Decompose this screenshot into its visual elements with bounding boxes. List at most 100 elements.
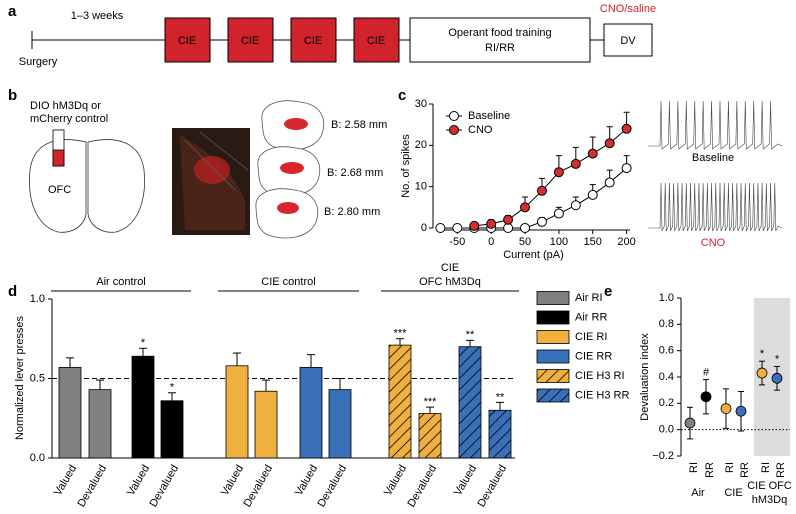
group-title: Air — [691, 487, 705, 499]
x-tick-label: Devalued — [241, 463, 275, 509]
legend-swatch — [536, 388, 570, 403]
legend-swatch — [536, 310, 570, 325]
point — [486, 218, 497, 229]
y-tick-label: 1.0 — [659, 292, 674, 304]
y-tick-label: 0.6 — [659, 345, 674, 357]
cie-box — [290, 17, 337, 63]
hemisphere — [29, 139, 87, 233]
x-tick-label: Devalued — [475, 463, 509, 509]
x-tick-label: Valued — [125, 463, 152, 498]
significance: * — [760, 348, 765, 360]
section-label: B: 2.58 mm — [331, 119, 387, 131]
training-box — [409, 17, 591, 63]
spike-trace — [648, 182, 783, 232]
legend-label: Air RI — [575, 292, 603, 304]
significance: *** — [394, 328, 408, 340]
y-tick-label: 30 — [415, 98, 427, 110]
significance: ** — [496, 391, 505, 403]
group-title: CIE control — [261, 276, 315, 288]
bar — [488, 409, 512, 459]
significance: * — [775, 353, 780, 365]
x-tick-label: 200 — [617, 236, 635, 248]
y-tick-label: 0.2 — [659, 397, 674, 409]
x-tick-label: 0 — [488, 236, 494, 248]
x-tick-label: RR — [739, 462, 751, 478]
x-tick-label: RI — [724, 462, 736, 473]
point — [553, 208, 564, 219]
point — [452, 223, 463, 233]
x-tick-label: Valued — [452, 463, 479, 498]
y-axis-title: Devaluation index — [639, 333, 651, 421]
legend-label: CIE H3 RR — [575, 389, 629, 401]
significance: * — [170, 382, 175, 394]
y-tick-label: 0.0 — [30, 452, 45, 464]
x-tick-label: Devalued — [75, 463, 109, 509]
x-tick-label: 50 — [519, 236, 531, 248]
virus-label: DIO hM3Dq or — [30, 100, 101, 112]
x-tick-label: Devalued — [315, 463, 349, 509]
legend-swatch — [536, 369, 570, 383]
y-tick-label: 20 — [415, 139, 427, 151]
bar — [388, 344, 412, 459]
session-label: CIE — [304, 35, 322, 47]
legend-label: CIE RR — [575, 350, 612, 362]
x-tick-label: Valued — [219, 463, 246, 498]
cie-box — [164, 17, 211, 63]
point — [536, 216, 547, 227]
x-tick-label: RR — [704, 462, 716, 478]
y-tick-label: 0.8 — [659, 318, 674, 330]
trace-label: Baseline — [692, 152, 734, 164]
probe-tip — [52, 149, 65, 167]
group-title: CIE OFC — [747, 480, 792, 492]
legend-label: Air RR — [575, 311, 607, 323]
session-label: CIE — [367, 35, 385, 47]
x-tick-label: RI — [760, 462, 772, 473]
point — [621, 163, 632, 174]
legend-label: CIE H3 RI — [575, 370, 625, 382]
x-tick-label: Valued — [382, 463, 409, 498]
y-tick-label: 10 — [415, 181, 427, 193]
hemisphere — [87, 139, 145, 233]
test-label: DV — [620, 35, 636, 47]
bar — [328, 389, 352, 459]
y-tick-label: 0.0 — [659, 424, 674, 436]
x-tick-label: 150 — [584, 236, 602, 248]
region-label: OFC — [48, 184, 71, 196]
training-label: RI/RR — [485, 42, 515, 54]
legend-label: CNO — [468, 124, 493, 136]
panel-label: e — [604, 283, 612, 300]
group-title: Air control — [96, 276, 146, 288]
bar — [58, 366, 82, 459]
x-tick-label: Devalued — [405, 463, 439, 509]
bar — [458, 346, 482, 459]
point — [503, 214, 514, 225]
significance: * — [141, 337, 146, 349]
x-axis-title: Current (pA) — [503, 249, 564, 261]
interval-label: 1–3 weeks — [71, 10, 124, 22]
bar — [88, 389, 112, 459]
section-label: B: 2.68 mm — [327, 167, 383, 179]
bar — [418, 413, 442, 459]
atlas-sections — [255, 100, 325, 239]
panel-label: b — [8, 87, 17, 104]
brain-schematic — [29, 129, 145, 233]
panel-label: a — [8, 3, 17, 20]
series-line — [474, 128, 627, 227]
bar — [225, 365, 249, 459]
section-spread — [284, 118, 308, 130]
y-tick-label: 0 — [421, 222, 427, 234]
trace-label: CNO — [701, 237, 726, 249]
point — [720, 403, 732, 415]
x-tick-label: 100 — [550, 236, 568, 248]
legend-marker — [449, 125, 459, 135]
point — [756, 367, 768, 379]
virus-label: mCherry control — [30, 113, 108, 125]
tissue-line — [184, 131, 249, 191]
point — [604, 138, 615, 149]
significance: ** — [466, 329, 475, 341]
point — [700, 391, 712, 403]
point — [536, 185, 547, 196]
point — [587, 148, 598, 159]
cie-box — [353, 17, 400, 63]
